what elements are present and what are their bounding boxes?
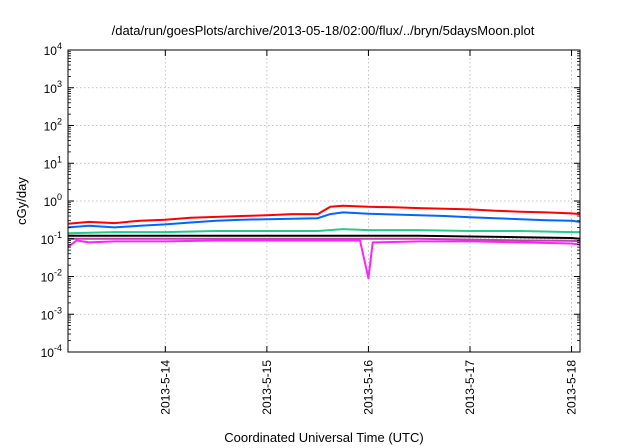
series-line-1 xyxy=(67,204,581,225)
y-tick-label: 10-2 xyxy=(41,268,62,285)
x-tick-label: 2013-5-14 xyxy=(158,360,172,415)
x-axis-label: Coordinated Universal Time (UTC) xyxy=(224,430,423,445)
y-tick-label: 102 xyxy=(44,117,62,134)
x-tick-label: 2013-5-15 xyxy=(260,360,274,415)
series-line-5 xyxy=(68,237,581,243)
series-line-3 xyxy=(67,228,580,235)
chart-title: /data/run/goesPlots/archive/2013-05-18/0… xyxy=(112,23,535,38)
x-tick-labels: 2013-5-14 2013-5-15 2013-5-16 2013-5-17 2013… xyxy=(158,50,579,415)
series-line-6 xyxy=(67,239,581,280)
grid-layer xyxy=(68,50,580,352)
x-tick-label: 2013-5-17 xyxy=(463,360,477,415)
y-tick-label: 100 xyxy=(44,192,62,209)
y-tick-label: 10-4 xyxy=(41,343,62,360)
y-tick-label: 101 xyxy=(44,154,62,171)
y-tick-label: 104 xyxy=(44,41,62,58)
y-axis-label: cGy/day xyxy=(14,177,29,225)
y-tick-label: 103 xyxy=(44,79,62,96)
y-tick-labels: 10-4 10-3 10-2 10-1 100 101 102 103 104 xyxy=(41,41,580,360)
series-line-4 xyxy=(68,234,581,240)
series-line-2 xyxy=(67,211,581,229)
series-layer xyxy=(67,204,581,280)
x-tick-label: 2013-5-18 xyxy=(565,360,579,415)
x-tick-label: 2013-5-16 xyxy=(361,360,375,415)
y-tick-label: 10-1 xyxy=(41,230,62,247)
y-tick-label: 10-3 xyxy=(41,305,62,322)
